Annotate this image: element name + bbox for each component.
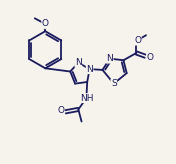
Text: N: N (86, 65, 93, 74)
Text: N: N (75, 58, 82, 67)
Text: O: O (134, 36, 141, 45)
Text: N: N (106, 54, 113, 63)
Text: NH: NH (80, 94, 93, 103)
Text: O: O (57, 106, 64, 115)
Text: O: O (42, 20, 49, 29)
Text: O: O (147, 52, 154, 62)
Text: S: S (111, 79, 117, 88)
